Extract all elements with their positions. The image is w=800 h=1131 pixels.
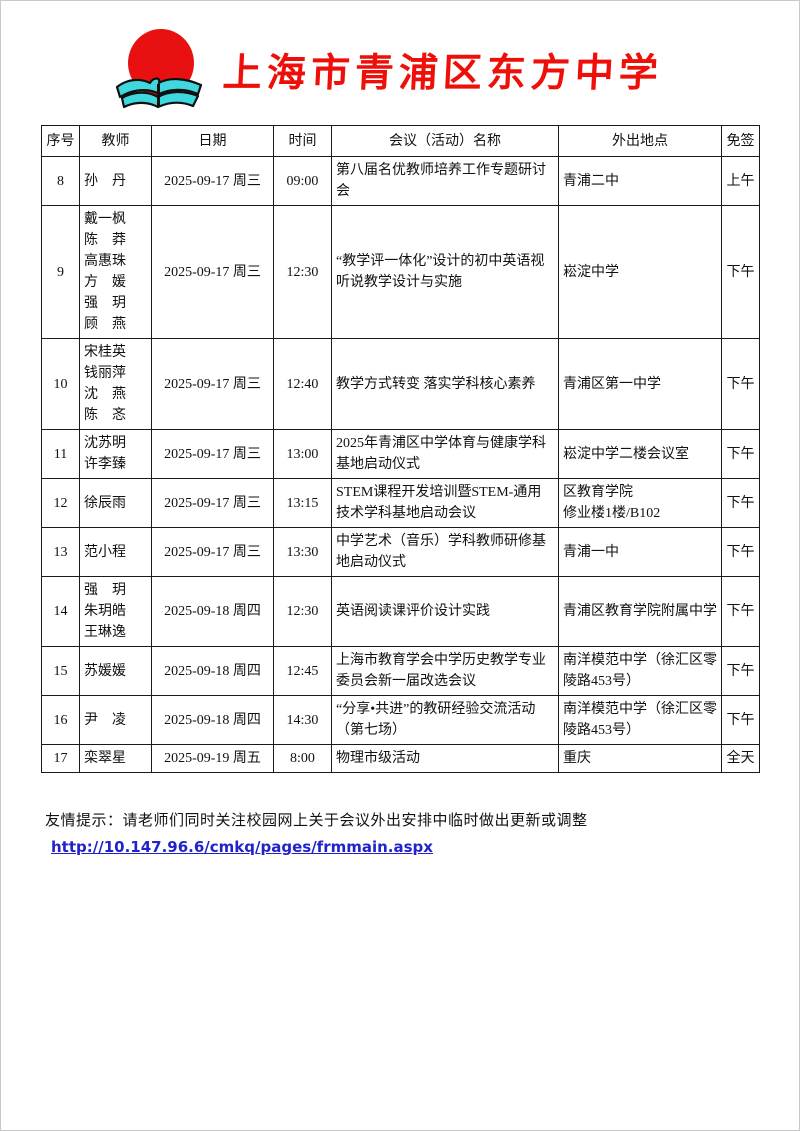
cell-activity: 中学艺术（音乐）学科教师研修基地启动仪式 [331,527,559,577]
cell-no: 12 [41,478,80,528]
cell-teachers: 强 玥 朱玥皓 王琳逸 [79,576,152,647]
cell-location: 青浦一中 [558,527,722,577]
cell-location: 重庆 [558,744,722,773]
table-row: 15 苏媛媛 2025-09-18 周四 12:45 上海市教育学会中学历史教学… [41,646,760,696]
cell-exempt-period: 下午 [721,576,760,647]
cell-date: 2025-09-17 周三 [151,156,274,206]
cell-activity: 物理市级活动 [331,744,559,773]
cell-activity: 教学方式转变 落实学科核心素养 [331,338,559,430]
cell-time: 13:15 [273,478,332,528]
header-exempt: 免签 [721,125,760,157]
cell-time: 13:30 [273,527,332,577]
cell-no: 11 [41,429,80,479]
table-row: 14 强 玥 朱玥皓 王琳逸 2025-09-18 周四 12:30 英语阅读课… [41,576,760,647]
cell-exempt-period: 下午 [721,646,760,696]
cell-date: 2025-09-17 周三 [151,429,274,479]
cell-activity: 上海市教育学会中学历史教学专业委员会新一届改选会议 [331,646,559,696]
header-time: 时间 [273,125,332,157]
table-row: 16 尹 凌 2025-09-18 周四 14:30 “分享•共进”的教研经验交… [41,695,760,745]
cell-time: 14:30 [273,695,332,745]
header-location: 外出地点 [558,125,722,157]
cell-teachers: 范小程 [79,527,152,577]
cell-activity: “分享•共进”的教研经验交流活动（第七场） [331,695,559,745]
footer: 友情提示：请老师们同时关注校园网上关于会议外出安排中临时做出更新或调整 http… [45,809,799,857]
table-row: 13 范小程 2025-09-17 周三 13:30 中学艺术（音乐）学科教师研… [41,527,760,577]
cell-time: 09:00 [273,156,332,206]
page-header: 上海市青浦区东方中学 [113,27,799,113]
cell-date: 2025-09-17 周三 [151,478,274,528]
cell-activity: STEM课程开发培训暨STEM-通用技术学科基地启动会议 [331,478,559,528]
cell-location: 青浦区教育学院附属中学 [558,576,722,647]
cell-no: 10 [41,338,80,430]
cell-teachers: 徐辰雨 [79,478,152,528]
cell-no: 16 [41,695,80,745]
table-row: 11 沈苏明 许李臻 2025-09-17 周三 13:00 2025年青浦区中… [41,429,760,479]
header-no: 序号 [41,125,80,157]
schedule-table: 序号 教师 日期 时间 会议（活动）名称 外出地点 免签 8 孙 丹 2025-… [41,125,760,773]
cell-activity: 英语阅读课评价设计实践 [331,576,559,647]
friendly-notice: 友情提示：请老师们同时关注校园网上关于会议外出安排中临时做出更新或调整 [45,813,588,829]
table-row: 12 徐辰雨 2025-09-17 周三 13:15 STEM课程开发培训暨ST… [41,478,760,528]
cell-teachers: 沈苏明 许李臻 [79,429,152,479]
cell-no: 13 [41,527,80,577]
school-title: 上海市青浦区东方中学 [221,50,665,96]
cell-no: 15 [41,646,80,696]
cell-date: 2025-09-17 周三 [151,527,274,577]
cell-location: 崧淀中学 [558,205,722,339]
cell-date: 2025-09-18 周四 [151,646,274,696]
schedule-table-body: 8 孙 丹 2025-09-17 周三 09:00 第八届名优教师培养工作专题研… [41,156,760,773]
cell-no: 17 [41,744,80,773]
cell-date: 2025-09-19 周五 [151,744,274,773]
table-row: 17 栾翠星 2025-09-19 周五 8:00 物理市级活动 重庆 全天 [41,744,760,773]
table-row: 9 戴一枫 陈 莽 高惠珠 方 媛 强 玥 顾 燕 2025-09-17 周三 … [41,205,760,339]
cell-teachers: 苏媛媛 [79,646,152,696]
cell-exempt-period: 下午 [721,205,760,339]
cell-time: 12:45 [273,646,332,696]
cell-date: 2025-09-17 周三 [151,338,274,430]
cell-exempt-period: 下午 [721,429,760,479]
cell-location: 青浦区第一中学 [558,338,722,430]
cell-teachers: 尹 凌 [79,695,152,745]
cell-teachers: 孙 丹 [79,156,152,206]
cell-exempt-period: 全天 [721,744,760,773]
cell-activity: 2025年青浦区中学体育与健康学科基地启动仪式 [331,429,559,479]
cell-time: 12:30 [273,205,332,339]
cell-date: 2025-09-17 周三 [151,205,274,339]
sun-over-open-book-icon [115,29,203,109]
cell-date: 2025-09-18 周四 [151,695,274,745]
cell-time: 8:00 [273,744,332,773]
header-date: 日期 [151,125,274,157]
header-teacher: 教师 [79,125,152,157]
cell-location: 崧淀中学二楼会议室 [558,429,722,479]
table-row: 8 孙 丹 2025-09-17 周三 09:00 第八届名优教师培养工作专题研… [41,156,760,206]
table-header-row: 序号 教师 日期 时间 会议（活动）名称 外出地点 免签 [41,125,760,157]
cell-no: 8 [41,156,80,206]
cell-location: 青浦二中 [558,156,722,206]
cell-exempt-period: 下午 [721,478,760,528]
cell-teachers: 栾翠星 [79,744,152,773]
cell-teachers: 戴一枫 陈 莽 高惠珠 方 媛 强 玥 顾 燕 [79,205,152,339]
cell-time: 12:30 [273,576,332,647]
cell-time: 12:40 [273,338,332,430]
cell-location: 南洋模范中学（徐汇区零陵路453号） [558,695,722,745]
cell-date: 2025-09-18 周四 [151,576,274,647]
cell-no: 14 [41,576,80,647]
cell-teachers: 宋桂英 钱丽萍 沈 燕 陈 忞 [79,338,152,430]
table-row: 10 宋桂英 钱丽萍 沈 燕 陈 忞 2025-09-17 周三 12:40 教… [41,338,760,430]
cell-activity: 第八届名优教师培养工作专题研讨会 [331,156,559,206]
cell-activity: “教学评一体化”设计的初中英语视听说教学设计与实施 [331,205,559,339]
cell-no: 9 [41,205,80,339]
campus-portal-link[interactable]: http://10.147.96.6/cmkq/pages/frmmain.as… [51,838,433,856]
cell-time: 13:00 [273,429,332,479]
header-activity: 会议（活动）名称 [331,125,559,157]
cell-exempt-period: 上午 [721,156,760,206]
cell-exempt-period: 下午 [721,695,760,745]
cell-exempt-period: 下午 [721,527,760,577]
cell-location: 南洋模范中学（徐汇区零陵路453号） [558,646,722,696]
cell-exempt-period: 下午 [721,338,760,430]
cell-location: 区教育学院 修业楼1楼/B102 [558,478,722,528]
